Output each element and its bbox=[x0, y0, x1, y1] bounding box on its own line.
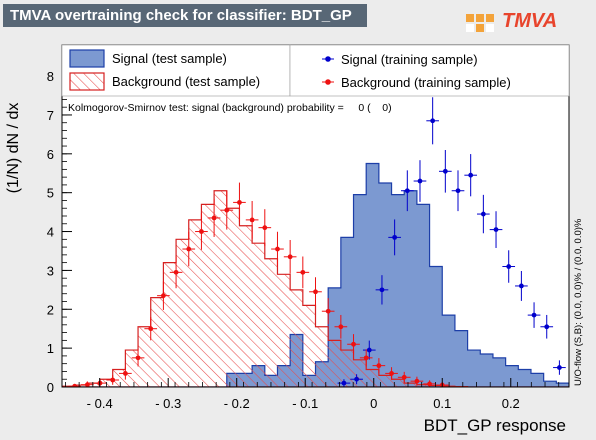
signal-train-point-1 bbox=[350, 374, 363, 385]
x-tick-label: - 0.4 bbox=[87, 396, 113, 411]
background-train-point-1 bbox=[81, 381, 94, 387]
background-train-point-12 bbox=[220, 190, 234, 230]
background-train-point-6 bbox=[144, 317, 158, 341]
legend-right: Signal (training sample) Background (tra… bbox=[289, 44, 570, 97]
background-train-point-28 bbox=[423, 380, 436, 387]
background-train-point-7 bbox=[157, 281, 170, 310]
chart-title: TMVA overtraining check for classifier: … bbox=[3, 4, 367, 27]
signal-train-point-4 bbox=[388, 219, 401, 256]
background-train-point-9 bbox=[182, 231, 196, 267]
background-train-point-11 bbox=[207, 198, 221, 237]
x-tick-label: - 0.1 bbox=[292, 396, 318, 411]
background-train-point-19 bbox=[309, 277, 322, 307]
tmva-logo bbox=[466, 14, 494, 32]
legend-label-background-test: Background (test sample) bbox=[112, 74, 260, 89]
x-tick-label: - 0.3 bbox=[155, 396, 181, 411]
background-train-point-5 bbox=[131, 349, 145, 367]
signal-train-point-11 bbox=[477, 194, 490, 234]
signal-train-point-14 bbox=[515, 271, 528, 301]
signal-train-point-10 bbox=[464, 154, 478, 197]
x-tick-label: 0.2 bbox=[502, 396, 520, 411]
y-tick-label: 0 bbox=[47, 380, 54, 395]
x-tick-label: 0 bbox=[370, 396, 377, 411]
legend-left: Signal (test sample) Background (test sa… bbox=[61, 44, 291, 97]
background-train-point-25 bbox=[385, 367, 398, 380]
signal-train-point-8 bbox=[438, 149, 452, 193]
background-train-point-22 bbox=[347, 334, 360, 355]
x-axis: - 0.4 - 0.3 - 0.2 - 0.1 0 0.1 0.2 bbox=[65, 378, 560, 411]
x-tick-label: - 0.2 bbox=[224, 396, 250, 411]
background-train-point-3 bbox=[106, 375, 120, 385]
legend-label-background-train: Background (training sample) bbox=[341, 75, 511, 90]
y-tick-label: 6 bbox=[47, 147, 54, 162]
y-tick-label: 2 bbox=[47, 302, 54, 317]
background-train-point-24 bbox=[372, 358, 386, 374]
overflow-note: U/O-flow (S,B): (0.0, 0.0)% / (0.0, 0.0)… bbox=[573, 218, 584, 386]
y-tick-label: 7 bbox=[47, 108, 54, 123]
x-axis-label: BDT_GP response bbox=[424, 416, 566, 435]
background-train-point-17 bbox=[283, 239, 297, 274]
signal-train-point-6 bbox=[413, 160, 427, 202]
legend-label-signal-train: Signal (training sample) bbox=[341, 52, 478, 67]
signal-train-point-13 bbox=[502, 250, 516, 283]
background-train-point-10 bbox=[195, 213, 208, 250]
legend-swatch-background-test bbox=[69, 72, 105, 91]
legend-marker-background-train bbox=[325, 79, 331, 85]
x-tick-label: 0.1 bbox=[433, 396, 451, 411]
y-axis-label: (1/N) dN / dx bbox=[5, 103, 22, 194]
background-train-point-13 bbox=[233, 182, 246, 223]
ks-test-annotation: Kolmogorov-Smirnov test: signal (backgro… bbox=[68, 102, 392, 114]
y-tick-label: 5 bbox=[47, 186, 54, 201]
background-train-point-14 bbox=[245, 200, 259, 239]
y-tick-label: 8 bbox=[47, 69, 54, 84]
y-tick-label: 3 bbox=[47, 263, 54, 278]
logo-icon bbox=[466, 14, 494, 32]
background-train-point-26 bbox=[397, 371, 411, 383]
background-train-point-8 bbox=[169, 256, 183, 289]
signal-train-point-9 bbox=[451, 170, 465, 212]
background-train-point-16 bbox=[271, 231, 284, 267]
signal-train-point-7 bbox=[426, 97, 439, 145]
background-train-point-4 bbox=[119, 367, 132, 380]
signal-train-point-2 bbox=[362, 340, 376, 360]
background-train-point-27 bbox=[410, 376, 424, 386]
signal-train-point-15 bbox=[527, 302, 541, 328]
logo-text: TMVA bbox=[502, 10, 558, 32]
y-tick-label: 4 bbox=[47, 225, 54, 240]
background-train-point-18 bbox=[296, 256, 310, 289]
legend-swatch-signal-test bbox=[69, 49, 105, 68]
legend-marker-signal-train bbox=[325, 56, 331, 62]
y-axis: 0 1 2 3 4 5 6 7 8 bbox=[47, 44, 72, 395]
background-train-point-20 bbox=[321, 298, 335, 325]
background-train-point-15 bbox=[258, 209, 272, 247]
signal-training-points bbox=[337, 97, 566, 387]
signal-train-point-3 bbox=[375, 275, 389, 305]
signal-test-histogram bbox=[62, 162, 569, 387]
background-train-point-21 bbox=[334, 314, 348, 339]
signal-train-point-16 bbox=[540, 314, 554, 339]
legend-label-signal-test: Signal (test sample) bbox=[112, 51, 227, 66]
signal-train-point-17 bbox=[553, 360, 566, 375]
background-train-point-23 bbox=[359, 349, 373, 367]
signal-train-point-12 bbox=[489, 211, 503, 248]
signal-train-point-5 bbox=[400, 170, 414, 212]
background-training-points bbox=[68, 182, 449, 387]
y-tick-label: 1 bbox=[47, 341, 54, 356]
